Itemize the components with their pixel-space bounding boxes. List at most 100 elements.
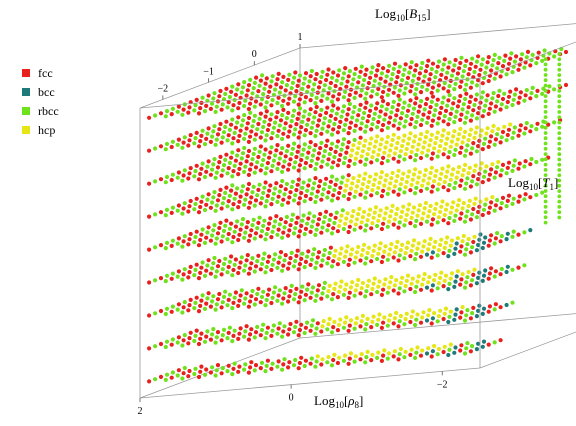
data-point-hcp bbox=[385, 140, 389, 144]
data-point-rbcc bbox=[280, 104, 284, 108]
data-point-hcp bbox=[395, 207, 399, 211]
data-point-rbcc bbox=[322, 286, 326, 290]
data-point-fcc bbox=[486, 60, 490, 64]
data-point-hcp bbox=[472, 169, 476, 173]
data-point-hcp bbox=[338, 318, 342, 322]
data-point-rbcc bbox=[263, 171, 267, 175]
data-point-fcc bbox=[284, 253, 288, 257]
data-point-rbcc bbox=[453, 82, 457, 86]
data-point-fcc bbox=[368, 76, 372, 80]
data-point-rbcc bbox=[330, 198, 334, 202]
data-point-rbcc bbox=[243, 165, 247, 169]
data-point-rbcc bbox=[222, 196, 226, 200]
data-point-rbcc bbox=[414, 153, 418, 157]
data-point-rbcc bbox=[325, 327, 329, 331]
data-point-fcc bbox=[316, 255, 320, 259]
data-point-fcc bbox=[299, 191, 303, 195]
data-point-fcc bbox=[227, 331, 231, 335]
data-point-hcp bbox=[445, 235, 449, 239]
data-point-fcc bbox=[288, 124, 292, 128]
data-point-fcc bbox=[476, 177, 480, 181]
data-point-fcc bbox=[229, 90, 233, 94]
data-point-fcc bbox=[170, 244, 174, 248]
data-point-rbcc bbox=[470, 344, 474, 348]
data-point-fcc bbox=[297, 178, 301, 182]
data-point-rbcc bbox=[291, 114, 295, 118]
data-point-hcp bbox=[407, 169, 411, 173]
data-point-fcc bbox=[246, 121, 250, 125]
data-point-rbcc bbox=[242, 137, 246, 141]
data-point-rbcc bbox=[398, 65, 402, 69]
data-point-rbcc bbox=[307, 178, 311, 182]
data-point-rbcc bbox=[544, 78, 548, 82]
data-point-rbcc bbox=[320, 192, 324, 196]
data-point-hcp bbox=[387, 351, 391, 355]
data-point-rbcc bbox=[475, 60, 479, 64]
data-point-rbcc bbox=[330, 100, 334, 104]
data-point-rbcc bbox=[300, 285, 304, 289]
data-point-fcc bbox=[476, 54, 480, 58]
data-point-rbcc bbox=[260, 295, 264, 299]
data-point-rbcc bbox=[323, 116, 327, 120]
data-point-rbcc bbox=[436, 319, 440, 323]
data-point-rbcc bbox=[290, 86, 294, 90]
data-point-hcp bbox=[349, 318, 353, 322]
data-point-hcp bbox=[388, 280, 392, 284]
data-point-fcc bbox=[379, 109, 383, 113]
data-point-fcc bbox=[488, 173, 492, 177]
data-point-hcp bbox=[450, 238, 454, 242]
data-point-hcp bbox=[472, 136, 476, 140]
data-point-fcc bbox=[329, 81, 333, 85]
data-point-rbcc bbox=[310, 225, 314, 229]
data-point-rbcc bbox=[363, 261, 367, 265]
tick-label-rho: 2 bbox=[138, 406, 143, 417]
data-point-fcc bbox=[195, 197, 199, 201]
data-point-rbcc bbox=[235, 120, 239, 124]
data-point-rbcc bbox=[203, 373, 207, 377]
data-point-hcp bbox=[440, 167, 444, 171]
data-point-rbcc bbox=[313, 200, 317, 204]
data-point-rbcc bbox=[332, 155, 336, 159]
data-point-rbcc bbox=[212, 157, 216, 161]
data-point-bcc bbox=[505, 303, 509, 307]
data-point-rbcc bbox=[463, 351, 467, 355]
data-point-rbcc bbox=[292, 363, 296, 367]
data-point-hcp bbox=[420, 348, 424, 352]
data-point-fcc bbox=[259, 333, 263, 337]
data-point-fcc bbox=[477, 205, 481, 209]
data-point-rbcc bbox=[414, 285, 418, 289]
data-point-rbcc bbox=[265, 133, 269, 137]
data-point-hcp bbox=[412, 238, 416, 242]
data-point-rbcc bbox=[282, 126, 286, 130]
data-point-hcp bbox=[349, 252, 353, 256]
data-point-fcc bbox=[516, 266, 520, 270]
data-point-hcp bbox=[445, 202, 449, 206]
data-point-fcc bbox=[524, 126, 528, 130]
data-point-hcp bbox=[474, 131, 478, 135]
data-point-hcp bbox=[356, 179, 360, 183]
data-point-rbcc bbox=[235, 153, 239, 157]
data-point-hcp bbox=[316, 354, 320, 358]
data-point-fcc bbox=[359, 103, 363, 107]
data-point-fcc bbox=[394, 80, 398, 84]
data-point-fcc bbox=[336, 361, 340, 365]
data-point-rbcc bbox=[332, 122, 336, 126]
data-point-fcc bbox=[413, 101, 417, 105]
data-point-bcc bbox=[506, 265, 510, 269]
data-point-rbcc bbox=[255, 259, 259, 263]
data-point-hcp bbox=[367, 180, 371, 184]
data-point-fcc bbox=[331, 292, 335, 296]
data-point-rbcc bbox=[557, 63, 561, 67]
data-point-fcc bbox=[506, 166, 510, 170]
data-point-hcp bbox=[394, 179, 398, 183]
data-point-rbcc bbox=[221, 102, 225, 106]
data-point-fcc bbox=[294, 221, 298, 225]
data-point-fcc bbox=[374, 74, 378, 78]
data-point-rbcc bbox=[495, 132, 499, 136]
data-point-hcp bbox=[424, 201, 428, 205]
data-point-hcp bbox=[444, 208, 448, 212]
data-point-rbcc bbox=[212, 223, 216, 227]
data-point-fcc bbox=[199, 266, 203, 270]
data-point-rbcc bbox=[153, 377, 157, 381]
